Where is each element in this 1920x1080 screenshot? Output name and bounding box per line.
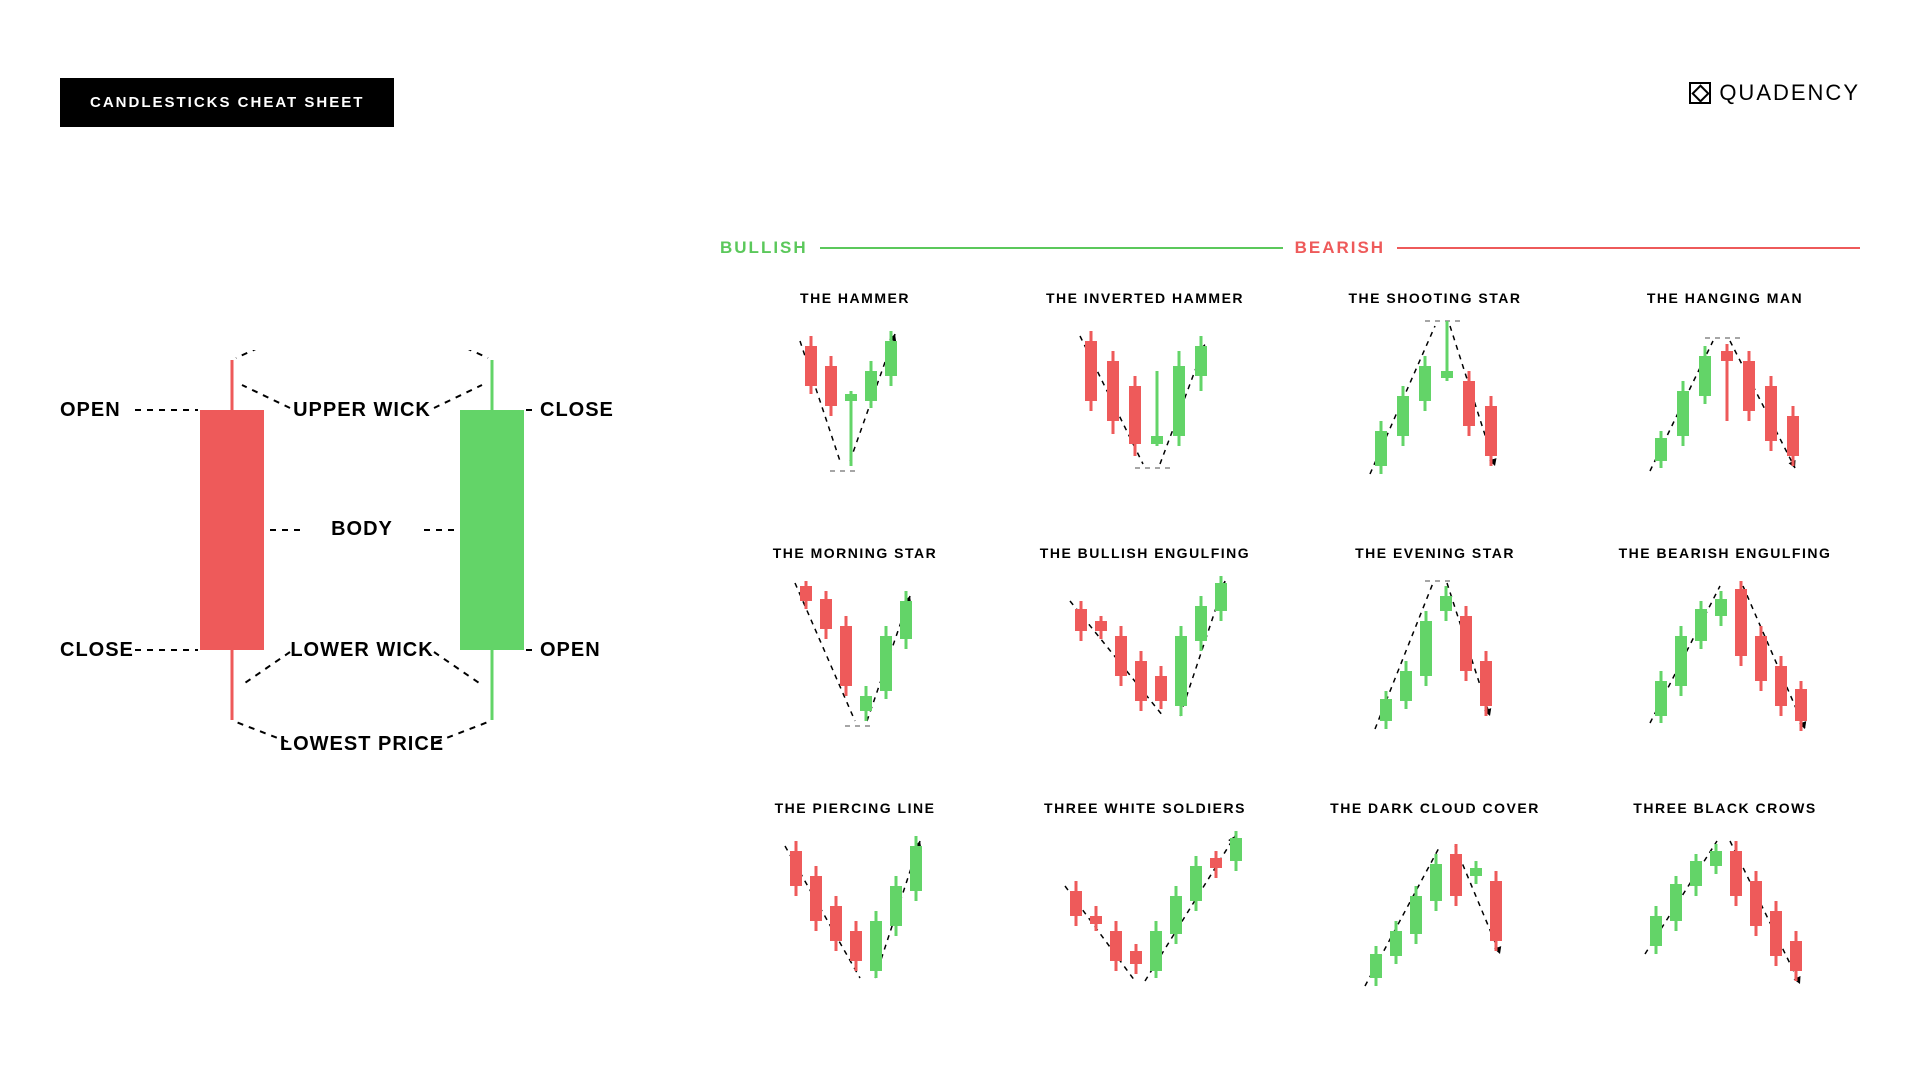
patterns-grid: THE HAMMER THE INVERTED HAMMER THE SHOOTIN… — [720, 290, 1860, 1045]
pattern-cell: THE PIERCING LINE — [720, 800, 990, 1045]
pattern-chart — [745, 571, 965, 746]
svg-text:CLOSE: CLOSE — [60, 639, 134, 661]
pattern-title: THE MORNING STAR — [773, 545, 938, 561]
pattern-chart — [1615, 316, 1835, 491]
svg-text:OPEN: OPEN — [540, 639, 601, 661]
pattern-cell: THE DARK CLOUD COVER — [1300, 800, 1570, 1045]
pattern-title: THE EVENING STAR — [1355, 545, 1515, 561]
brand-name: QUADENCY — [1719, 80, 1860, 106]
brand-logo: QUADENCY — [1689, 80, 1860, 106]
section-header-row: BULLISH BEARISH — [720, 238, 1860, 258]
pattern-cell: THE MORNING STAR — [720, 545, 990, 790]
pattern-cell: THE HAMMER — [720, 290, 990, 535]
pattern-title: THE DARK CLOUD COVER — [1330, 800, 1540, 816]
bearish-divider-line — [1397, 247, 1860, 249]
pattern-chart — [1615, 826, 1835, 1001]
pattern-chart — [1325, 826, 1545, 1001]
pattern-title: THE SHOOTING STAR — [1348, 290, 1521, 306]
svg-text:OPEN: OPEN — [60, 399, 121, 421]
svg-text:BODY: BODY — [331, 518, 393, 540]
pattern-chart — [1035, 316, 1255, 491]
pattern-cell: THE INVERTED HAMMER — [1010, 290, 1280, 535]
pattern-cell: THE BEARISH ENGULFING — [1590, 545, 1860, 790]
svg-text:CLOSE: CLOSE — [540, 399, 614, 421]
svg-text:LOWEST PRICE: LOWEST PRICE — [280, 733, 444, 755]
bullish-section-label: BULLISH — [720, 238, 808, 258]
pattern-title: THE PIERCING LINE — [775, 800, 936, 816]
candlestick-anatomy-diagram: OPEN CLOSE CLOSE OPEN HIGHEST PRICE UPPE… — [50, 350, 620, 870]
brand-icon — [1689, 82, 1711, 104]
pattern-chart — [1325, 316, 1545, 491]
pattern-cell: THE BULLISH ENGULFING — [1010, 545, 1280, 790]
pattern-title: THE HANGING MAN — [1647, 290, 1803, 306]
pattern-cell: THE EVENING STAR — [1300, 545, 1570, 790]
pattern-chart — [1615, 571, 1835, 746]
pattern-cell: THREE BLACK CROWS — [1590, 800, 1860, 1045]
pattern-title: THREE WHITE SOLDIERS — [1044, 800, 1246, 816]
pattern-chart — [745, 316, 965, 491]
pattern-title: THE HAMMER — [800, 290, 910, 306]
pattern-chart — [1035, 826, 1255, 1001]
svg-text:UPPER WICK: UPPER WICK — [293, 399, 431, 421]
pattern-cell: THE SHOOTING STAR — [1300, 290, 1570, 535]
pattern-cell: THE HANGING MAN — [1590, 290, 1860, 535]
pattern-title: THE BEARISH ENGULFING — [1619, 545, 1832, 561]
header-title-badge: CANDLESTICKS CHEAT SHEET — [60, 78, 394, 127]
pattern-cell: THREE WHITE SOLDIERS — [1010, 800, 1280, 1045]
bullish-divider-line — [820, 247, 1283, 249]
pattern-title: THE INVERTED HAMMER — [1046, 290, 1244, 306]
pattern-chart — [1035, 571, 1255, 746]
bearish-section-label: BEARISH — [1295, 238, 1386, 258]
pattern-title: THREE BLACK CROWS — [1633, 800, 1816, 816]
pattern-chart — [745, 826, 965, 1001]
pattern-title: THE BULLISH ENGULFING — [1040, 545, 1250, 561]
svg-text:LOWER WICK: LOWER WICK — [290, 639, 433, 661]
pattern-chart — [1325, 571, 1545, 746]
